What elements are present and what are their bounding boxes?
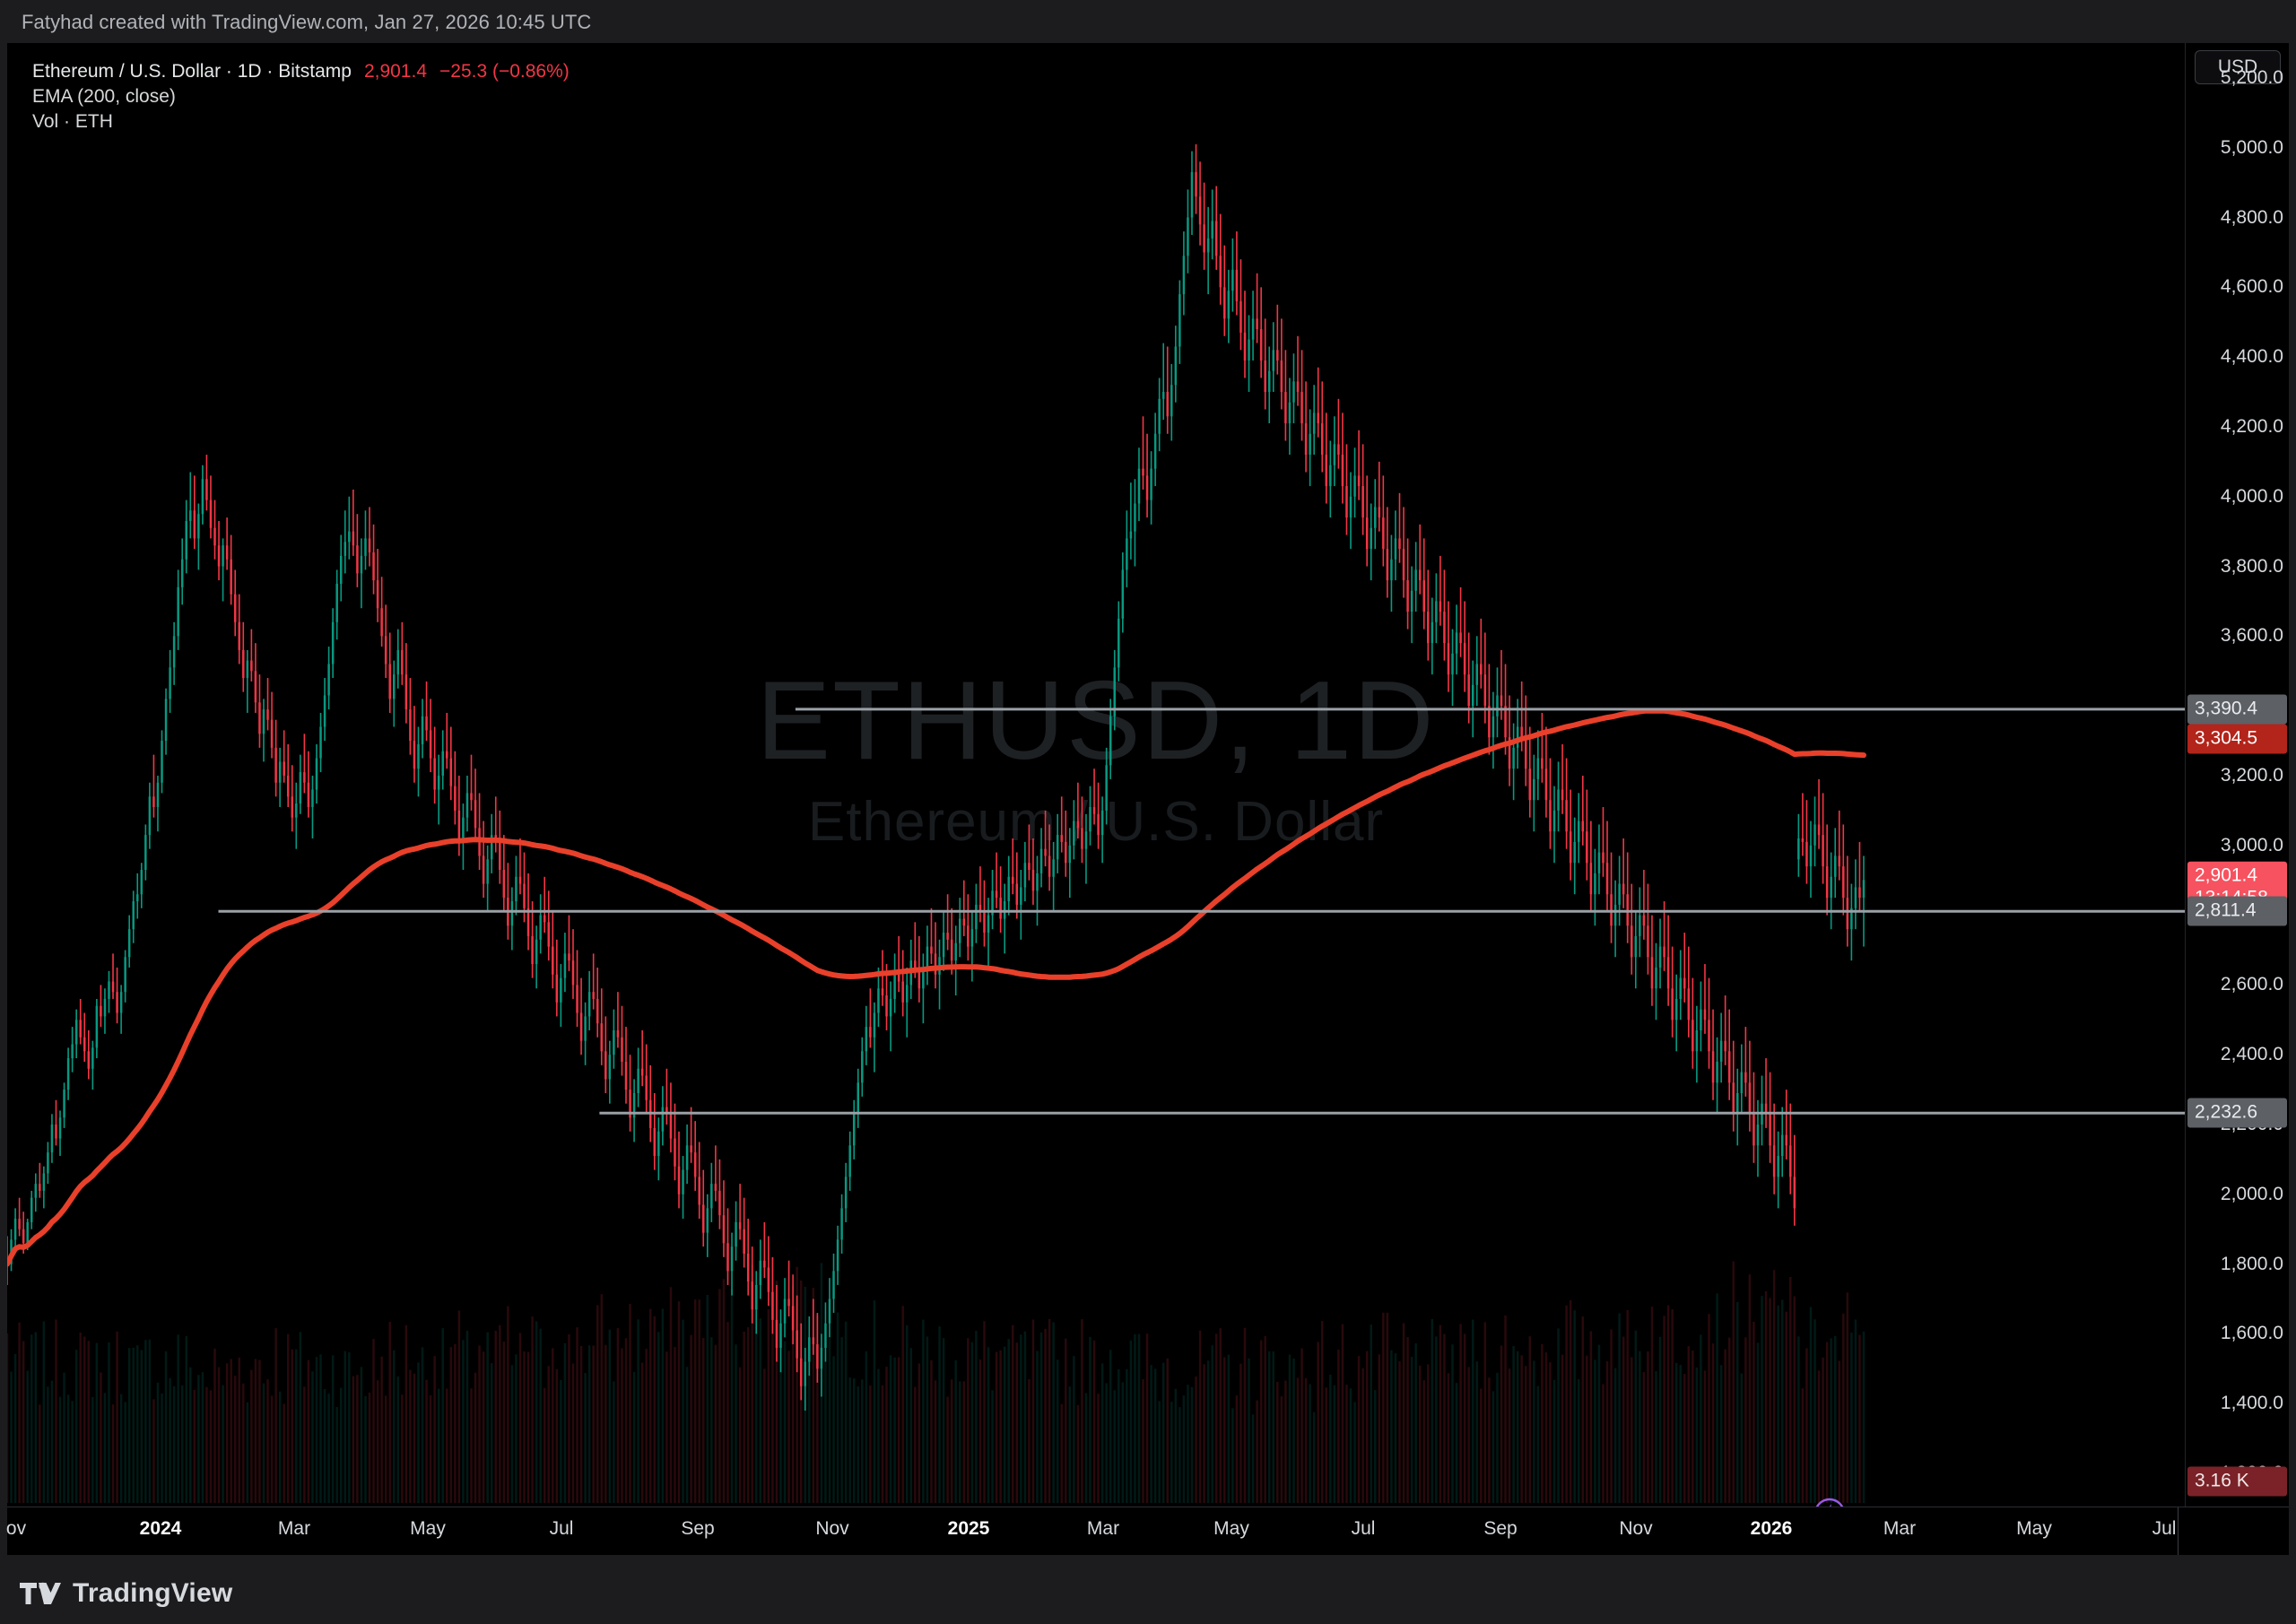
attribution-bar: Fatyhad created with TradingView.com, Ja… <box>0 0 2296 45</box>
time-axis-tick: 2024 <box>139 1518 182 1539</box>
time-axis-tick: Sep <box>681 1518 715 1539</box>
price-axis-tick: 2,600.0 <box>2220 974 2283 995</box>
price-axis-tick: 4,800.0 <box>2220 206 2283 228</box>
time-axis-tick: Jul <box>2152 1518 2177 1539</box>
price-axis-tick: 2,400.0 <box>2220 1044 2283 1065</box>
time-axis-tick: May <box>410 1518 446 1539</box>
price-badge-resistance-upper[interactable]: 3,390.4 <box>2187 694 2287 725</box>
legend-row-volume[interactable]: Vol · ETH <box>32 109 570 135</box>
time-axis-tick: Mar <box>1086 1518 1120 1539</box>
time-axis-tick: Jul <box>549 1518 574 1539</box>
price-axis-tick: 3,000.0 <box>2220 834 2283 855</box>
tradingview-logo-icon[interactable] <box>20 1579 61 1608</box>
time-axis-tick: May <box>1213 1518 1249 1539</box>
plot-area[interactable]: ETHUSD, 1D Ethereum / U.S. Dollar Ethere… <box>7 43 2185 1507</box>
time-axis-tick: Sep <box>1483 1518 1518 1539</box>
price-axis-tick: 1,600.0 <box>2220 1323 2283 1344</box>
price-axis-tick: 1,800.0 <box>2220 1253 2283 1274</box>
chart-frame[interactable]: ETHUSD, 1D Ethereum / U.S. Dollar Ethere… <box>7 43 2289 1507</box>
price-badge-support-mid[interactable]: 2,811.4 <box>2187 896 2287 926</box>
price-series-canvas <box>7 143 2185 1503</box>
volume-histogram <box>7 1257 1866 1503</box>
chart-legend[interactable]: Ethereum / U.S. Dollar · 1D · Bitstamp 2… <box>32 59 570 135</box>
price-axis-tick: 5,000.0 <box>2220 136 2283 158</box>
time-axis-tick: Mar <box>1883 1518 1917 1539</box>
last-price-value: 2,901.4 <box>2195 864 2258 886</box>
ema-200-line <box>7 708 1866 1267</box>
legend-row-ema[interactable]: EMA (200, close) <box>32 84 570 109</box>
legend-volume-label: Vol · ETH <box>32 111 113 132</box>
legend-change: −25.3 (−0.86%) <box>439 61 570 82</box>
price-axis-tick: 3,200.0 <box>2220 764 2283 786</box>
price-axis-tick: 4,600.0 <box>2220 276 2283 298</box>
price-badge-support-lower[interactable]: 2,232.6 <box>2187 1098 2287 1128</box>
time-axis-tick: ov <box>5 1518 27 1539</box>
time-axis-tick: 2026 <box>1750 1518 1793 1539</box>
price-axis-tick: 4,200.0 <box>2220 415 2283 437</box>
time-axis-separator <box>2178 1507 2179 1555</box>
price-axis-tick: 3,800.0 <box>2220 555 2283 577</box>
footer-bar: TradingView <box>0 1562 2296 1624</box>
attribution-text: Fatyhad created with TradingView.com, Ja… <box>22 11 592 33</box>
price-axis-tick: 3,600.0 <box>2220 625 2283 647</box>
price-badge-ema-value[interactable]: 3,304.5 <box>2187 724 2287 754</box>
time-axis-tick: Jul <box>1351 1518 1376 1539</box>
price-axis[interactable]: USD 5,200.0 5,000.0 4,800.0 4,600.0 4,400.0 4… <box>2185 43 2289 1507</box>
price-axis-tick: 5,200.0 <box>2220 66 2283 88</box>
time-axis-tick: Mar <box>277 1518 311 1539</box>
time-axis-tick: Nov <box>815 1518 849 1539</box>
price-axis-tick: 2,000.0 <box>2220 1183 2283 1204</box>
legend-ema-label: EMA (200, close) <box>32 86 176 107</box>
legend-symbol-label: Ethereum / U.S. Dollar · 1D · Bitstamp <box>32 61 352 82</box>
ai-lightning-marker-icon[interactable] <box>1801 1491 1849 1507</box>
tradingview-brand-label: TradingView <box>73 1577 233 1608</box>
price-badge-volume-last[interactable]: 3.16 K <box>2187 1466 2287 1497</box>
legend-last-price: 2,901.4 <box>363 61 428 82</box>
candlestick-series <box>7 143 1866 1411</box>
price-axis-tick: 4,000.0 <box>2220 485 2283 507</box>
price-axis-tick: 4,400.0 <box>2220 346 2283 368</box>
legend-row-symbol[interactable]: Ethereum / U.S. Dollar · 1D · Bitstamp 2… <box>32 59 570 84</box>
currency-chip[interactable]: USD <box>2195 50 2281 84</box>
time-axis-tick: Nov <box>1619 1518 1653 1539</box>
time-axis-tick: May <box>2016 1518 2052 1539</box>
time-axis[interactable]: ov 2024 Mar May Jul Sep Nov 2025 Mar May Jul Sep Nov… <box>5 1507 2289 1555</box>
time-axis-tick: 2025 <box>947 1518 990 1539</box>
price-axis-tick: 1,400.0 <box>2220 1393 2283 1414</box>
